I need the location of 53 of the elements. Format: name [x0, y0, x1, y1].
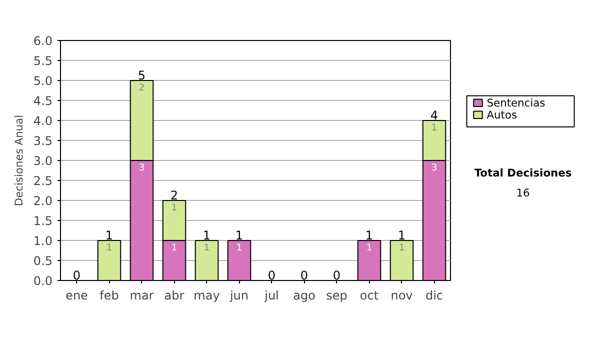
data-label: 1	[204, 242, 210, 254]
text: 0	[268, 268, 276, 282]
x-tick-label: ago	[293, 288, 316, 302]
data-label: 1	[171, 202, 178, 214]
x-tick-label: feb	[100, 288, 119, 302]
data-label: 1	[236, 242, 242, 254]
text: 0	[300, 268, 308, 282]
legend-label: Sentencias	[486, 96, 546, 110]
y-tick-label: 6.0	[33, 34, 53, 48]
x-tick-label: may	[194, 288, 220, 302]
y-tick-label: 0.0	[33, 274, 53, 288]
x-tick-label: abr	[164, 288, 184, 302]
y-tick-label: 1.5	[33, 214, 53, 228]
total-label: 1	[235, 228, 244, 242]
text: 16	[516, 186, 530, 200]
data-label: 1	[366, 242, 372, 254]
total-label: 1	[365, 228, 374, 242]
x-tick-label: mar	[130, 288, 154, 302]
x-tick-label: oct	[360, 288, 379, 302]
legend-label: Autos	[486, 108, 518, 122]
data-label: 3	[431, 162, 438, 174]
y-tick-label: 1.0	[33, 234, 53, 248]
y-tick-label: 3.0	[33, 154, 53, 168]
y-axis-title: Decisiones Anual	[12, 114, 26, 206]
total-label: 1	[105, 228, 114, 242]
x-tick-label: jun	[228, 288, 249, 302]
y-tick-label: 0.5	[33, 254, 53, 268]
data-label: 1	[431, 122, 438, 134]
y-tick-label: 4.5	[33, 94, 53, 108]
x-tick-label: nov	[390, 288, 413, 302]
text: 0	[72, 268, 81, 282]
text: 0	[332, 268, 341, 282]
data-label: 2	[138, 82, 145, 94]
data-label: 1	[398, 242, 405, 254]
y-tick-label: 3.5	[33, 134, 53, 148]
text: Total Decisiones	[474, 166, 572, 180]
y-tick-label: 4.0	[33, 114, 53, 128]
y-tick-label: 2.5	[33, 174, 53, 188]
total-label: 4	[430, 108, 438, 122]
total-label: 1	[202, 228, 211, 242]
x-tick-label: jul	[264, 288, 279, 302]
data-label: 1	[171, 242, 178, 254]
x-tick-label: ene	[66, 288, 88, 302]
y-tick-label: 2.0	[33, 194, 53, 208]
total-label: 1	[398, 228, 406, 242]
x-tick-label: dic	[425, 288, 444, 302]
data-label: 3	[138, 162, 145, 174]
total-label: 2	[170, 188, 178, 202]
x-tick-label: sep	[326, 288, 348, 302]
total-label: 5	[138, 68, 146, 82]
y-tick-label: 5.0	[33, 74, 53, 88]
y-tick-label: 5.5	[33, 54, 53, 68]
data-label: 1	[106, 242, 112, 254]
